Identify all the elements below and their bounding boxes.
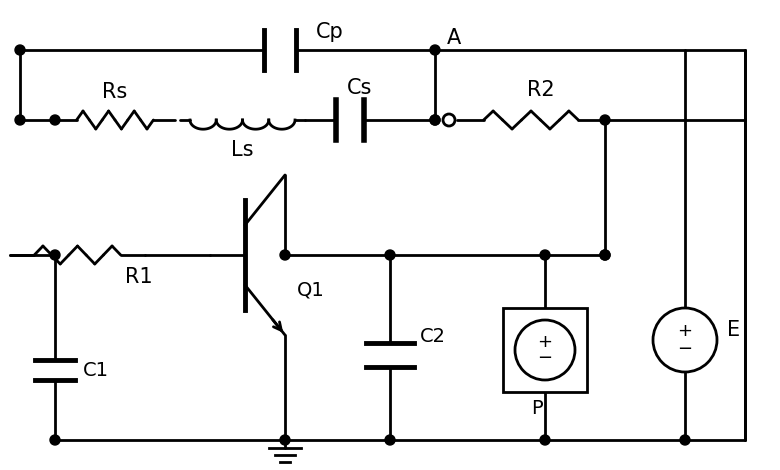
- Text: R1: R1: [125, 267, 153, 287]
- Circle shape: [680, 435, 690, 445]
- Circle shape: [600, 250, 610, 260]
- Circle shape: [540, 435, 550, 445]
- Circle shape: [443, 114, 455, 126]
- Text: −: −: [678, 340, 693, 358]
- Text: −: −: [537, 349, 552, 368]
- Text: C1: C1: [83, 360, 109, 379]
- Circle shape: [280, 435, 290, 445]
- Circle shape: [540, 250, 550, 260]
- Text: Ls: Ls: [231, 140, 254, 160]
- Text: Rs: Rs: [102, 82, 128, 102]
- Circle shape: [385, 435, 395, 445]
- Circle shape: [50, 435, 60, 445]
- Text: +: +: [537, 333, 552, 351]
- Text: A: A: [447, 28, 461, 48]
- Text: P: P: [531, 399, 543, 417]
- Text: +: +: [678, 322, 693, 340]
- Circle shape: [430, 115, 440, 125]
- Circle shape: [15, 115, 25, 125]
- Circle shape: [50, 115, 60, 125]
- Bar: [503, 308, 587, 392]
- Text: C2: C2: [420, 328, 446, 346]
- Ellipse shape: [515, 320, 575, 380]
- Text: Q1: Q1: [297, 281, 324, 299]
- Text: Cs: Cs: [347, 78, 373, 98]
- Circle shape: [430, 115, 440, 125]
- Circle shape: [385, 250, 395, 260]
- Circle shape: [600, 115, 610, 125]
- Text: Cp: Cp: [316, 22, 344, 42]
- Circle shape: [280, 250, 290, 260]
- Circle shape: [430, 45, 440, 55]
- Ellipse shape: [653, 308, 717, 372]
- Circle shape: [50, 250, 60, 260]
- Circle shape: [600, 250, 610, 260]
- Text: E: E: [727, 320, 740, 340]
- Circle shape: [15, 45, 25, 55]
- Text: R2: R2: [527, 80, 555, 100]
